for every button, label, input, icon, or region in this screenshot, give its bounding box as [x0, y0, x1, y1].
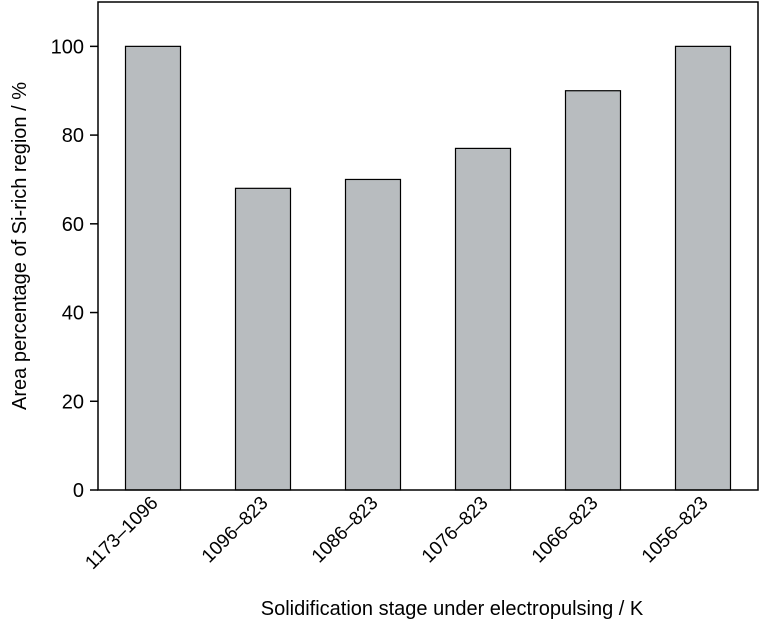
x-tick-label: 1086–823 [308, 493, 383, 568]
x-tick-label: 1066–823 [528, 493, 603, 568]
plot-frame [97, 1, 759, 491]
x-axis-label: Solidification stage under electropulsin… [261, 598, 644, 620]
bar-4 [454, 147, 512, 491]
x-tick-label: 1056–823 [638, 493, 713, 568]
y-tick-label: 100 [51, 36, 84, 58]
bar-3 [344, 178, 402, 491]
y-axis-label: Area percentage of Si-rich region / % [9, 82, 31, 410]
x-tick-label: 1076–823 [418, 493, 493, 568]
x-tick-label: 1173–1096 [81, 493, 162, 574]
bar-1 [124, 45, 182, 491]
y-ticks: 0 20 40 60 80 100 [51, 36, 98, 502]
bars-layer [124, 45, 732, 491]
bar-6 [674, 45, 732, 491]
x-ticks: 1173–1096 1096–823 1086–823 1076–823 1066–82… [81, 493, 712, 574]
y-tick-label: 60 [62, 214, 84, 236]
y-tick-label: 0 [73, 480, 84, 502]
y-tick-label: 40 [62, 303, 84, 325]
y-tick-label: 20 [62, 391, 84, 413]
bar-5 [564, 90, 622, 491]
x-tick-label: 1096–823 [198, 493, 273, 568]
bar-2 [234, 187, 292, 491]
y-tick-label: 80 [62, 125, 84, 147]
